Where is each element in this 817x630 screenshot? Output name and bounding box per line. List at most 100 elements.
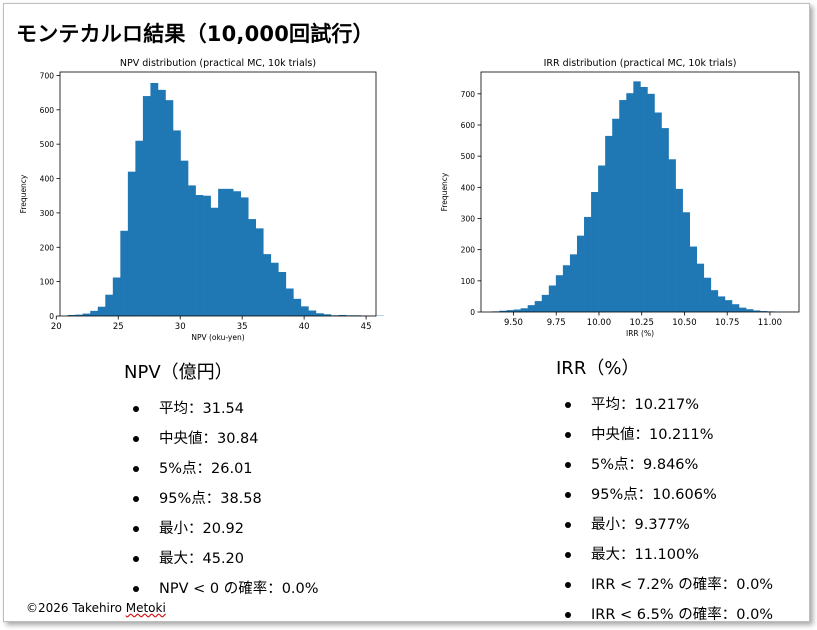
- irr-bar-5: [527, 305, 536, 312]
- irr-ytick-label-1: 100: [461, 277, 476, 286]
- npv-xtick-label-5: 45: [361, 322, 372, 332]
- irr-stat-median: 中央値：10.211%: [556, 420, 773, 450]
- irr-bar-12: [576, 235, 585, 312]
- npv-stats-block: NPV（億円） 平均：31.54 中央値：30.84 5%点：26.01 95%…: [124, 358, 319, 604]
- npv-xlabel: NPV (oku-yen): [191, 333, 244, 342]
- npv-bar-14: [172, 130, 181, 316]
- irr-bar-15: [598, 165, 606, 312]
- npv-bar-13: [165, 100, 174, 317]
- npv-stat-mean: 平均：31.54: [124, 394, 319, 424]
- npv-stat-prob-negative: NPV < 0 の確率：0.0%: [124, 574, 319, 604]
- npv-bar-24: [248, 219, 257, 316]
- npv-ytick-label-6: 600: [40, 106, 55, 115]
- npv-stats-list: 平均：31.54 中央値：30.84 5%点：26.01 95%点：38.58 …: [124, 394, 319, 604]
- slide-frame: モンテカルロ結果（10,000回試行） 20 25 30 35 40 45 0 100 200 3…: [3, 3, 810, 622]
- irr-bar-33: [724, 300, 733, 312]
- npv-bar-17: [195, 195, 204, 316]
- irr-xtick-label-0: 9.50: [504, 318, 523, 328]
- npv-bar-22: [233, 191, 241, 316]
- irr-bar-30: [703, 277, 712, 312]
- irr-stats-heading: IRR（%）: [556, 358, 640, 379]
- irr-bar-18: [619, 100, 627, 312]
- npv-bar-26: [263, 254, 272, 316]
- irr-bar-20: [633, 81, 641, 312]
- irr-stat-p95: 95%点：10.606%: [556, 480, 773, 510]
- npv-title: NPV distribution (practical MC, 10k tria…: [120, 58, 316, 69]
- npv-bar-30: [293, 298, 302, 316]
- irr-bar-19: [626, 93, 634, 312]
- npv-ytick-label-4: 400: [40, 175, 55, 184]
- npv-bar-32: [308, 310, 317, 316]
- irr-bar-16: [605, 135, 613, 312]
- irr-bar-1: [499, 310, 507, 312]
- npv-stat-max: 最大：45.20: [124, 544, 319, 574]
- npv-bar-31: [300, 306, 309, 316]
- irr-xtick-label-5: 10.75: [715, 318, 739, 328]
- irr-bar-25: [668, 159, 676, 312]
- irr-bar-3: [513, 309, 521, 312]
- page-title: モンテカルロ結果（10,000回試行）: [16, 22, 374, 46]
- npv-stats-heading: NPV（億円）: [124, 362, 233, 383]
- irr-bar-35: [738, 307, 747, 312]
- irr-histogram: 9.50 9.75 10.00 10.25 10.50 10.75 11.00 0 100 200…: [440, 58, 800, 338]
- npv-bar-27: [270, 262, 279, 316]
- npv-xtick-label-2: 30: [175, 322, 186, 332]
- irr-bar-6: [534, 301, 543, 312]
- npv-ytick-label-5: 500: [40, 140, 55, 149]
- npv-stat-median: 中央値：30.84: [124, 424, 319, 454]
- irr-bar-29: [696, 263, 705, 312]
- irr-stat-mean: 平均：10.217%: [556, 390, 773, 420]
- npv-bar-34: [323, 314, 332, 316]
- irr-ytick-label-6: 600: [461, 121, 476, 130]
- irr-stat-prob-below-7-2: IRR < 7.2% の確率：0.0%: [556, 570, 773, 600]
- npv-bar-29: [285, 288, 294, 316]
- npv-bar-33: [315, 313, 324, 316]
- npv-bar-0: [67, 314, 76, 316]
- npv-bar-4: [97, 306, 106, 316]
- irr-ytick-label-7: 700: [461, 90, 476, 99]
- npv-ytick-label-2: 200: [40, 243, 55, 252]
- irr-ytick-label-5: 500: [461, 152, 476, 161]
- irr-bar-8: [548, 285, 557, 312]
- irr-bar-23: [654, 112, 662, 313]
- irr-bar-10: [562, 265, 571, 312]
- irr-bar-13: [584, 216, 592, 312]
- npv-bar-10: [142, 96, 151, 316]
- irr-stats-block: IRR（%） 平均：10.217% 中央値：10.211% 5%点：9.846%…: [556, 354, 773, 621]
- npv-bar-16: [188, 185, 196, 316]
- npv-bar-8: [127, 171, 136, 316]
- irr-stat-max: 最大：11.100%: [556, 540, 773, 570]
- irr-bar-27: [682, 212, 690, 312]
- irr-xtick-label-1: 9.75: [547, 318, 566, 328]
- npv-ylabel: Frequency: [19, 174, 28, 213]
- npv-bar-15: [180, 160, 189, 316]
- npv-bar-7: [120, 230, 129, 316]
- irr-xtick-label-3: 10.25: [630, 318, 654, 328]
- irr-bar-11: [569, 254, 578, 312]
- copyright-notice: ©2026 Takehiro Metoki: [26, 601, 166, 615]
- copyright-name: Metoki: [125, 601, 166, 615]
- irr-stat-prob-below-6-5: IRR < 6.5% の確率：0.0%: [556, 600, 773, 621]
- npv-xtick-label-4: 40: [299, 322, 310, 332]
- npv-bar-6: [112, 277, 121, 316]
- npv-ytick-label-1: 100: [40, 278, 55, 287]
- npv-stat-p95: 95%点：38.58: [124, 484, 319, 514]
- irr-bar-34: [731, 304, 740, 312]
- irr-bar-4: [520, 308, 528, 312]
- npv-histogram: 20 25 30 35 40 45 0 100 200 300 400 500 600 700 NPV di…: [19, 58, 384, 342]
- npv-bar-3: [90, 310, 99, 316]
- irr-title: IRR distribution (practical MC, 10k tria…: [544, 58, 737, 69]
- irr-ytick-label-2: 200: [461, 246, 476, 255]
- irr-bar-38: [760, 311, 768, 312]
- npv-bar-25: [255, 228, 264, 316]
- irr-xtick-label-2: 10.00: [587, 318, 611, 328]
- irr-bar-28: [689, 246, 698, 312]
- irr-bar-14: [591, 192, 599, 312]
- npv-ytick-label-7: 700: [40, 71, 55, 80]
- irr-bar-26: [675, 188, 683, 312]
- irr-bar-24: [661, 128, 669, 312]
- irr-bar-31: [710, 290, 719, 312]
- copyright-prefix: ©2026 Takehiro: [26, 601, 126, 615]
- npv-bar-23: [240, 197, 249, 316]
- npv-xtick-label-1: 25: [113, 322, 124, 332]
